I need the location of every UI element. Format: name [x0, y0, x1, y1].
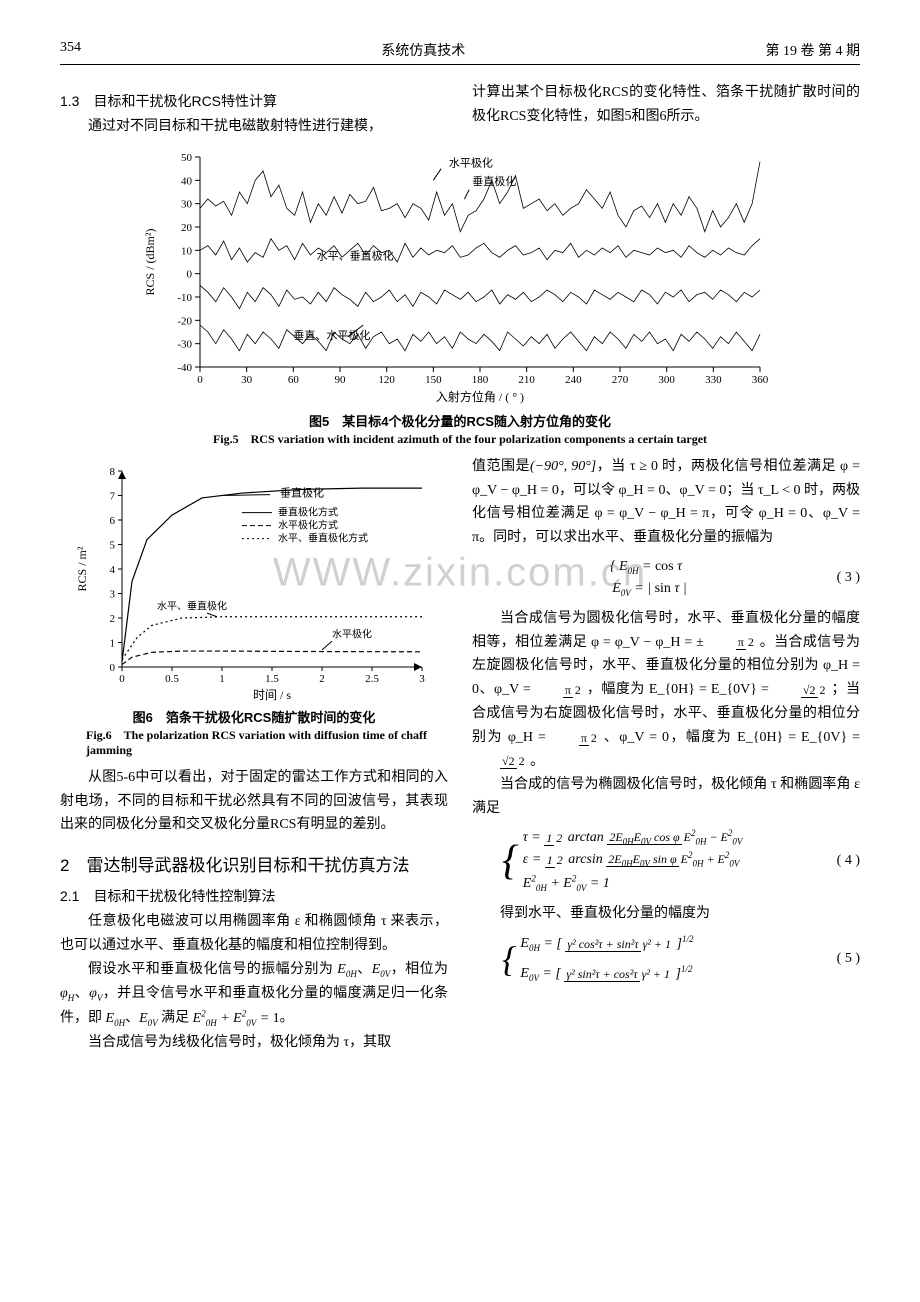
- svg-text:水平、垂直极化方式: 水平、垂直极化方式: [278, 531, 368, 544]
- sec2-p3: 当合成信号为线极化信号时，极化倾角为 τ，其取: [60, 1031, 448, 1055]
- svg-text:120: 120: [378, 374, 395, 386]
- t: 、φ_V = 0，幅度为 E_{0H} = E_{0V} =: [604, 730, 860, 745]
- eq5: { E0H = [ γ² cos²τ + sin²τγ² + 1 ]1/2 E0…: [472, 932, 860, 986]
- svg-text:0: 0: [187, 268, 193, 280]
- svg-text:-10: -10: [177, 292, 192, 304]
- svg-text:6: 6: [110, 515, 116, 527]
- svg-text:360: 360: [752, 374, 769, 386]
- svg-text:RCS / (dBm²): RCS / (dBm²): [143, 228, 157, 295]
- svg-text:入射方位角 / ( ° ): 入射方位角 / ( ° ): [436, 389, 524, 404]
- svg-text:2.5: 2.5: [365, 673, 379, 685]
- range: (−90°, 90°]: [530, 459, 596, 474]
- svg-text:4: 4: [110, 564, 116, 576]
- svg-text:垂直极化: 垂直极化: [472, 174, 516, 188]
- svg-text:20: 20: [181, 222, 193, 234]
- svg-text:RCS / m²: RCS / m²: [75, 546, 89, 591]
- svg-text:0: 0: [197, 374, 203, 386]
- eq5-num: ( 5 ): [820, 951, 860, 967]
- svg-text:5: 5: [110, 539, 116, 551]
- sec-1-3-p1b: 计算出某个目标极化RCS的变化特性、箔条干扰随扩散时间的极化RCS变化特性，如图…: [472, 81, 860, 129]
- fig5-caption-cn: 图5 某目标4个极化分量的RCS随入射方位角的变化: [60, 411, 860, 430]
- svg-text:1: 1: [219, 673, 225, 685]
- svg-text:10: 10: [181, 245, 193, 257]
- fig6-chart: 0 0.5 1 1.5 2 2.5 3 0 1 2 3 4 5 6 7 8 时间 / s RCS / m² 垂直极化…: [74, 463, 434, 703]
- page-number: 354: [60, 40, 81, 60]
- fig5-caption-en: Fig.5 RCS variation with incident azimut…: [60, 432, 860, 447]
- svg-text:210: 210: [518, 374, 535, 386]
- svg-text:-40: -40: [177, 362, 192, 374]
- t: ，幅度为 E_{0H} = E_{0V} =: [587, 682, 773, 697]
- svg-text:0: 0: [119, 673, 125, 685]
- t: 假设水平和垂直极化信号的振幅分别为: [88, 962, 337, 977]
- svg-text:30: 30: [181, 198, 193, 210]
- t: 满足: [158, 1011, 193, 1026]
- svg-text:-20: -20: [177, 315, 192, 327]
- svg-text:水平、垂直极化: 水平、垂直极化: [157, 599, 227, 612]
- eq3-num: ( 3 ): [820, 570, 860, 586]
- sec2-p2: 假设水平和垂直极化信号的振幅分别为 E0H、E0V，相位为 φH、φV，并且令信…: [60, 958, 448, 1031]
- sec-1-3-title: 1.3 目标和干扰极化RCS特性计算: [60, 91, 448, 111]
- para-after-fig6: 从图5-6中可以看出，对于固定的雷达工作方式和相同的入射电场，不同的目标和干扰必…: [60, 766, 448, 837]
- sec-1-3-p1: 通过对不同目标和干扰电磁散射特性进行建模，: [60, 115, 448, 139]
- svg-text:水平、垂直极化: 水平、垂直极化: [317, 248, 394, 262]
- page-header: 354 系统仿真技术 第 19 卷 第 4 期: [60, 40, 860, 65]
- t: ，相位为: [390, 962, 448, 977]
- journal-title: 系统仿真技术: [81, 40, 766, 60]
- svg-text:3: 3: [110, 588, 116, 600]
- svg-text:7: 7: [110, 490, 116, 502]
- svg-text:270: 270: [612, 374, 629, 386]
- svg-text:水平极化方式: 水平极化方式: [278, 518, 338, 531]
- right-p1: 值范围是(−90°, 90°]，当 τ ≥ 0 时，两极化信号相位差满足 φ =…: [472, 455, 860, 550]
- svg-text:0.5: 0.5: [165, 673, 179, 685]
- svg-text:垂直、水平极化: 垂直、水平极化: [293, 328, 370, 342]
- fig5-chart: 0306090120150180210240270300330360-40-30…: [140, 147, 780, 407]
- svg-text:30: 30: [241, 374, 253, 386]
- svg-text:60: 60: [288, 374, 300, 386]
- svg-text:垂直极化方式: 垂直极化方式: [278, 505, 338, 518]
- svg-text:时间 / s: 时间 / s: [253, 688, 291, 702]
- svg-text:1.5: 1.5: [265, 673, 279, 685]
- svg-text:2: 2: [319, 673, 325, 685]
- svg-text:50: 50: [181, 152, 193, 164]
- eq4-num: ( 4 ): [820, 853, 860, 869]
- svg-text:40: 40: [181, 175, 193, 187]
- svg-text:90: 90: [335, 374, 347, 386]
- svg-text:300: 300: [658, 374, 675, 386]
- svg-text:垂直极化: 垂直极化: [280, 485, 324, 499]
- sec2-title: 2 雷达制导武器极化识别目标和干扰仿真方法: [60, 851, 448, 876]
- t: 值范围是: [472, 459, 530, 474]
- right-p4: 得到水平、垂直极化分量的幅度为: [472, 902, 860, 926]
- eq3: { E0H = cos τ E0V = | sin τ | ( 3 ): [472, 556, 860, 601]
- fig5-container: 0306090120150180210240270300330360-40-30…: [60, 147, 860, 447]
- svg-text:0: 0: [110, 662, 116, 674]
- svg-text:2: 2: [110, 613, 116, 625]
- svg-text:水平极化: 水平极化: [332, 627, 372, 640]
- fig6-caption-cn: 图6 箔条干扰极化RCS随扩散时间的变化: [60, 707, 448, 726]
- t: 。: [280, 1011, 294, 1026]
- svg-text:8: 8: [110, 466, 116, 478]
- svg-text:180: 180: [472, 374, 489, 386]
- svg-text:330: 330: [705, 374, 722, 386]
- svg-text:3: 3: [419, 673, 425, 685]
- svg-text:1: 1: [110, 637, 116, 649]
- issue-info: 第 19 卷 第 4 期: [766, 40, 861, 60]
- sec2-p1: 任意极化电磁波可以用椭圆率角 ε 和椭圆倾角 τ 来表示，也可以通过水平、垂直极…: [60, 910, 448, 958]
- fig6-caption-en: Fig.6 The polarization RCS variation wit…: [60, 728, 448, 758]
- svg-text:-30: -30: [177, 338, 192, 350]
- eq4: { τ = 12 arctan 2E0HE0V cos φE20H − E20V…: [472, 827, 860, 896]
- right-p2: 当合成信号为圆极化信号时，水平、垂直极化分量的幅度相等，相位差满足 φ = φ_…: [472, 607, 860, 774]
- svg-text:150: 150: [425, 374, 442, 386]
- t: 。: [530, 754, 544, 769]
- fig6-container: 0 0.5 1 1.5 2 2.5 3 0 1 2 3 4 5 6 7 8 时间 / s RCS / m² 垂直极化…: [60, 463, 448, 758]
- svg-text:水平极化: 水平极化: [449, 155, 493, 169]
- right-p3: 当合成的信号为椭圆极化信号时，极化倾角 τ 和椭圆率角 ε 满足: [472, 773, 860, 821]
- svg-text:240: 240: [565, 374, 582, 386]
- sec2-1-title: 2.1 目标和干扰极化特性控制算法: [60, 886, 448, 906]
